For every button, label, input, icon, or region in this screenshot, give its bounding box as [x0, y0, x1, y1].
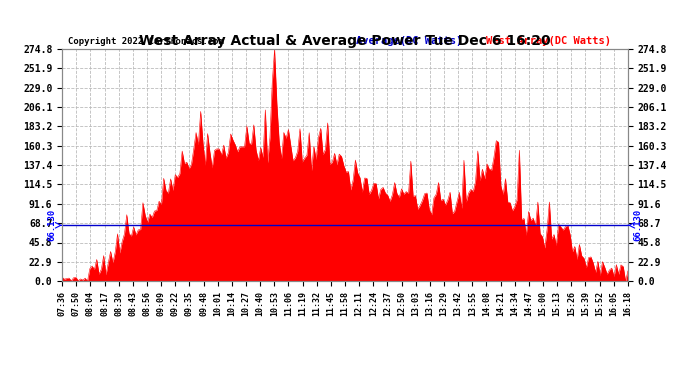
Text: 66.130: 66.130	[48, 209, 57, 242]
Title: West Array Actual & Average Power Tue Dec 6 16:20: West Array Actual & Average Power Tue De…	[139, 34, 551, 48]
Text: 66.130: 66.130	[633, 209, 642, 242]
Text: West Array(DC Watts): West Array(DC Watts)	[486, 36, 611, 46]
Text: Average(DC Watts): Average(DC Watts)	[356, 36, 462, 46]
Text: Copyright 2022 Cartronics.com: Copyright 2022 Cartronics.com	[68, 38, 224, 46]
